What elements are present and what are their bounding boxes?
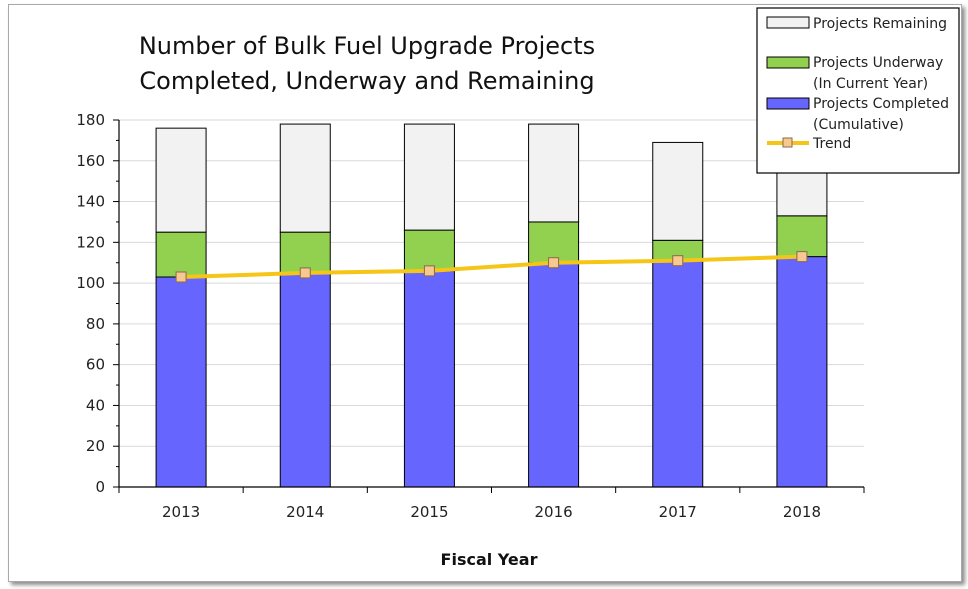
y-tick-label: 40	[86, 396, 105, 414]
legend: Projects Remaining Projects Underway (In…	[756, 7, 960, 174]
chart-title-line-1: Number of Bulk Fuel Upgrade Projects	[139, 32, 595, 60]
y-tick-label: 60	[86, 356, 105, 374]
trend-line	[181, 254, 802, 279]
x-tick-label: 2014	[286, 503, 324, 521]
legend-label-trend: Trend	[812, 136, 851, 152]
y-tick-label: 20	[86, 437, 105, 455]
bar-projects-remaining	[403, 123, 455, 231]
bar-projects-remaining	[652, 141, 704, 241]
y-tick-label: 0	[95, 478, 105, 496]
bar-projects-remaining	[279, 123, 331, 233]
y-tick-label: 160	[76, 152, 105, 170]
axes-layer: 0 20 40 60 80 100 120 140 160 180 2013 2014 2015 2016…	[76, 111, 865, 521]
chart-title-line-2: Completed, Underway and Remaining	[139, 67, 594, 95]
bar-projects-completed	[403, 270, 455, 488]
bar-projects-completed	[155, 276, 207, 488]
x-tick-label: 2015	[410, 503, 448, 521]
bar-projects-underway	[528, 221, 580, 264]
legend-label-underway: Projects Underway	[813, 55, 943, 71]
trend-marker	[423, 265, 435, 277]
x-tick-label: 2013	[162, 503, 200, 521]
y-tick-label: 100	[76, 274, 105, 292]
legend-swatch-underway	[766, 56, 810, 69]
bar-projects-remaining	[528, 123, 580, 223]
legend-trend-marker	[782, 137, 793, 148]
y-tick-label: 180	[76, 111, 105, 129]
chart-title: Number of Bulk Fuel Upgrade Projects Com…	[139, 32, 595, 95]
grid-layer	[119, 119, 864, 447]
trend-marker	[548, 257, 560, 269]
bar-projects-completed	[776, 256, 828, 488]
legend-label-completed-line2: (Cumulative)	[813, 117, 904, 133]
bar-projects-underway	[279, 231, 331, 274]
trend-marker	[299, 267, 311, 279]
legend-label-completed: Projects Completed	[813, 96, 949, 112]
y-tick-label: 80	[86, 315, 105, 333]
trend-marker	[175, 271, 187, 283]
trend-marker	[796, 251, 808, 263]
legend-label-remaining: Projects Remaining	[813, 16, 947, 32]
x-tick-label: 2018	[783, 503, 821, 521]
bar-projects-completed	[528, 262, 580, 488]
bar-projects-underway	[403, 229, 455, 272]
bar-projects-underway	[776, 215, 828, 258]
y-tick-label: 140	[76, 193, 105, 211]
bar-projects-completed	[652, 260, 704, 488]
bar-projects-underway	[155, 231, 207, 278]
x-tick-label: 2016	[534, 503, 572, 521]
x-axis-label: Fiscal Year	[441, 550, 538, 569]
bars-layer	[155, 113, 828, 488]
legend-swatch-remaining	[766, 16, 810, 29]
y-tick-label: 120	[76, 233, 105, 251]
x-tick-label: 2017	[659, 503, 697, 521]
bar-projects-completed	[279, 272, 331, 488]
trend-marker	[672, 255, 684, 267]
chart-svg: 0 20 40 60 80 100 120 140 160 180 2013 2014 2015 2016…	[76, 7, 960, 569]
chart-frame: 0 20 40 60 80 100 120 140 160 180 2013 2014 2015 2016…	[8, 4, 962, 582]
legend-label-underway-line2: (In Current Year)	[813, 76, 928, 92]
legend-swatch-completed	[766, 97, 810, 110]
bar-projects-remaining	[155, 127, 207, 233]
trend-layer	[175, 251, 808, 283]
